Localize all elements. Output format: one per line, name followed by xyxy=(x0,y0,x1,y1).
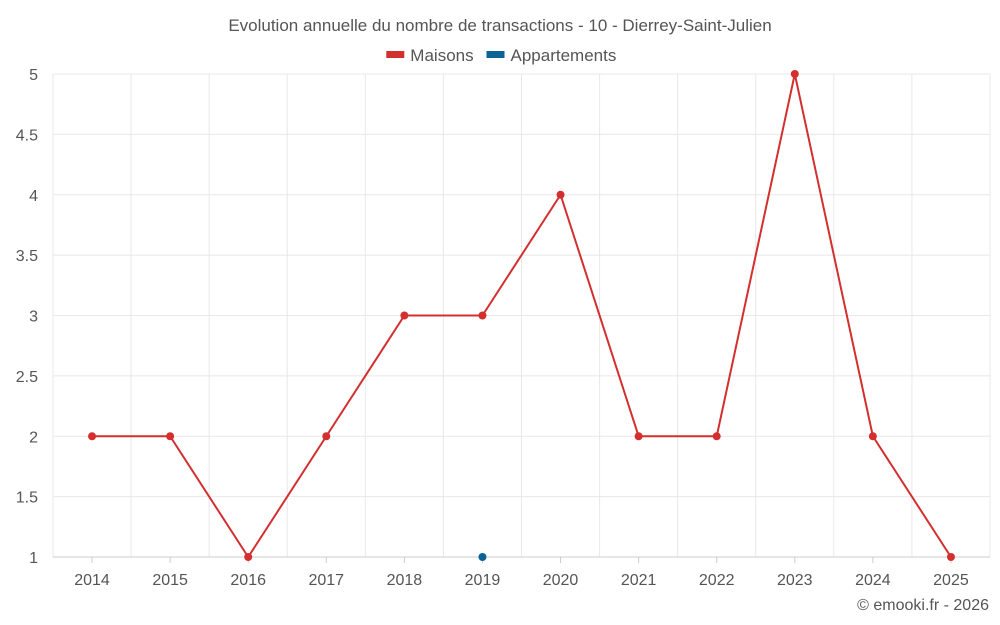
data-point[interactable] xyxy=(946,553,955,561)
y-tick-label: 5 xyxy=(29,67,38,84)
data-point[interactable] xyxy=(400,311,409,320)
x-tick-label: 2020 xyxy=(543,572,579,589)
legend-item-maisons[interactable]: Maisons xyxy=(386,46,474,65)
x-tick-label: 2024 xyxy=(855,572,891,589)
series-maisons xyxy=(88,70,955,561)
data-point[interactable] xyxy=(322,432,331,441)
y-tick-label: 2.5 xyxy=(16,369,38,386)
legend-swatch xyxy=(486,51,505,58)
chart-title: Evolution annuelle du nombre de transact… xyxy=(228,16,771,35)
series-layer xyxy=(88,70,955,561)
data-point[interactable] xyxy=(556,190,565,199)
data-point[interactable] xyxy=(244,553,253,561)
x-tick-label: 2021 xyxy=(621,572,657,589)
x-tick-label: 2023 xyxy=(777,572,813,589)
data-point[interactable] xyxy=(790,70,799,78)
y-tick-label: 3.5 xyxy=(16,248,38,265)
y-tick-label: 4.5 xyxy=(16,127,38,144)
data-point[interactable] xyxy=(166,432,175,441)
legend-item-appartements[interactable]: Appartements xyxy=(486,46,617,65)
y-tick-label: 1 xyxy=(29,550,38,567)
y-tick-label: 4 xyxy=(29,188,38,205)
grid xyxy=(52,73,991,558)
x-tick-label: 2025 xyxy=(933,572,969,589)
y-axis: 1 1.5 2 2.5 3 3.5 4 4.5 5 xyxy=(16,67,38,567)
data-point[interactable] xyxy=(868,432,877,441)
x-tick-label: 2022 xyxy=(699,572,735,589)
data-point[interactable] xyxy=(478,311,487,320)
legend: Maisons Appartements xyxy=(386,46,616,65)
credit-text: © emooki.fr - 2026 xyxy=(857,597,989,614)
x-tick-label: 2016 xyxy=(230,572,266,589)
x-tick-label: 2017 xyxy=(308,572,344,589)
data-point[interactable] xyxy=(478,553,487,561)
data-point[interactable] xyxy=(88,432,97,441)
series-appartements xyxy=(478,553,487,561)
y-tick-label: 1.5 xyxy=(16,490,38,507)
x-tick-label: 2015 xyxy=(152,572,188,589)
legend-swatch xyxy=(386,51,405,58)
legend-label: Maisons xyxy=(410,46,473,65)
x-axis: 2014 2015 2016 2017 2018 2019 2020 2021 2022 2023… xyxy=(53,556,990,589)
x-tick-label: 2014 xyxy=(74,572,110,589)
series-line xyxy=(92,73,952,558)
y-tick-label: 3 xyxy=(29,309,38,326)
legend-label: Appartements xyxy=(511,46,617,65)
x-tick-label: 2018 xyxy=(387,572,423,589)
data-point[interactable] xyxy=(634,432,643,441)
y-tick-label: 2 xyxy=(29,429,38,446)
data-point[interactable] xyxy=(712,432,721,441)
x-tick-label: 2019 xyxy=(465,572,501,589)
